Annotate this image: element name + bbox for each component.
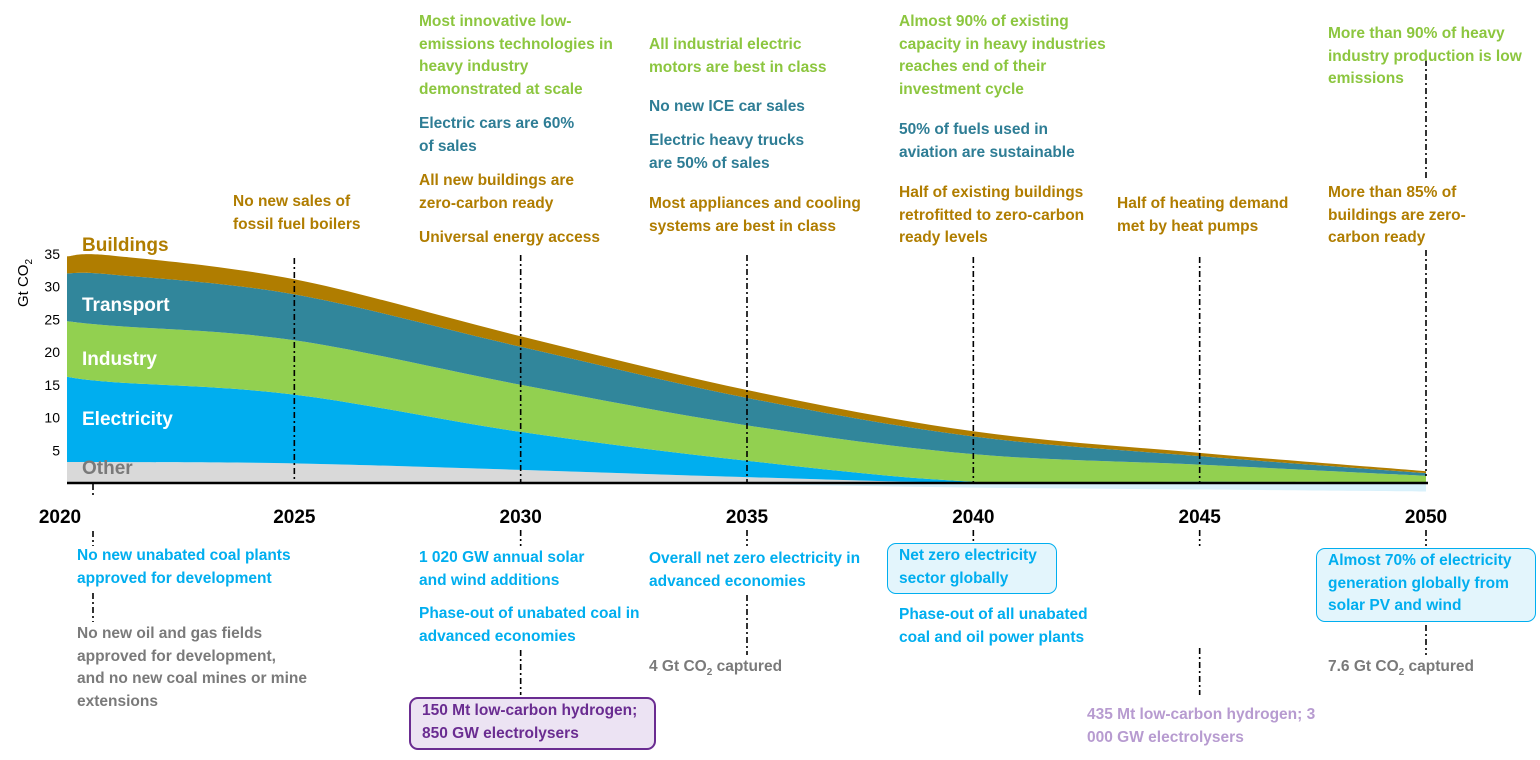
- area-buildings: [67, 254, 1426, 474]
- y-tick-label: 5: [52, 442, 60, 458]
- band-label-electricity: Electricity: [82, 409, 173, 430]
- milestone-2045-hydrogen: 435 Mt low-carbon hydrogen; 3 000 GW ele…: [1087, 706, 1316, 746]
- milestone-2030-energy-access: Universal energy access: [419, 229, 600, 246]
- y-tick-label: 35: [44, 246, 60, 262]
- y-axis-label: Gt CO2: [15, 259, 35, 308]
- milestone-lines: [92, 60, 1427, 695]
- milestone-2035-ice-sales: No new ICE car sales: [649, 98, 805, 115]
- x-axis-ticks: 2020 2025 2030 2035 2040 2045 2050: [39, 507, 1447, 528]
- x-tick-label: 2020: [39, 507, 81, 528]
- milestone-2040-net-zero-box: Net zero electricity sector globally: [887, 543, 1057, 594]
- milestone-2030-coal-phaseout: Phase-out of unabated coal in advanced e…: [419, 605, 640, 645]
- x-tick-label: 2050: [1405, 507, 1447, 528]
- band-label-transport: Transport: [82, 295, 170, 316]
- milestone-2030-new-buildings: All new buildings are zero-carbon ready: [419, 172, 575, 212]
- area-industry: [67, 321, 1426, 484]
- y-tick-label: 20: [44, 344, 60, 360]
- milestone-2040-aviation: 50% of fuels used in aviation are sustai…: [899, 121, 1075, 161]
- milestone-2030-solar-wind: 1 020 GW annual solar and wind additions: [419, 549, 585, 589]
- y-tick-label: 30: [44, 279, 60, 295]
- milestone-2050-buildings: More than 85% of buildings are zero-carb…: [1328, 184, 1466, 246]
- milestone-2035-heavy-trucks: Electric heavy trucks are 50% of sales: [649, 132, 805, 172]
- milestone-2035-motors: All industrial electric motors are best …: [649, 36, 827, 76]
- milestone-2035-co2-captured: 4 Gt CO2 captured: [649, 658, 783, 678]
- milestone-2040-heavy-industries: Almost 90% of existing capacity in heavy…: [899, 13, 1106, 98]
- milestone-2020-oil-gas: No new oil and gas fields approved for d…: [77, 625, 307, 710]
- band-label-industry: Industry: [82, 349, 157, 370]
- area-transport: [67, 272, 1426, 476]
- y-tick-label: 10: [44, 410, 60, 426]
- milestone-2030-hydrogen-box: 150 Mt low-carbon hydrogen; 850 GW elect…: [409, 697, 656, 750]
- y-axis-ticks: 5 10 15 20 25 30 35: [44, 246, 60, 459]
- milestone-2040-coal-oil-phaseout: Phase-out of all unabated coal and oil p…: [899, 606, 1088, 646]
- band-label-buildings: Buildings: [82, 235, 169, 256]
- milestone-2050-heavy-industry: More than 90% of heavy industry producti…: [1328, 25, 1522, 87]
- stacked-areas: [67, 254, 1426, 492]
- x-tick-label: 2030: [500, 507, 542, 528]
- x-tick-label: 2045: [1179, 507, 1222, 528]
- area-other: [67, 461, 1426, 484]
- milestone-2025-boilers: No new sales of fossil fuel boilers: [233, 193, 361, 233]
- milestone-2050-solar-wind-box: Almost 70% of electricity generation glo…: [1316, 548, 1536, 622]
- milestone-2030-heavy-industry: Most innovative low-emissions technologi…: [419, 13, 613, 98]
- x-tick-label: 2035: [726, 507, 769, 528]
- band-label-other: Other: [82, 458, 133, 479]
- milestone-2035-net-zero-advanced: Overall net zero electricity in advanced…: [649, 550, 861, 590]
- y-tick-label: 15: [44, 377, 60, 393]
- x-tick-label: 2025: [273, 507, 316, 528]
- area-electricity: [67, 376, 1426, 484]
- milestone-2020-coal-plants: No new unabated coal plants approved for…: [77, 547, 291, 587]
- milestone-2050-co2-captured: 7.6 Gt CO2 captured: [1328, 658, 1474, 678]
- milestone-2040-buildings-retrofit: Half of existing buildings retrofitted t…: [899, 184, 1085, 246]
- milestone-2045-heat-pumps: Half of heating demand met by heat pumps: [1117, 195, 1289, 235]
- x-tick-label: 2040: [952, 507, 994, 528]
- milestone-2035-appliances: Most appliances and cooling systems are …: [649, 195, 861, 235]
- y-tick-label: 25: [44, 311, 60, 327]
- milestone-2030-electric-cars: Electric cars are 60% of sales: [419, 115, 575, 155]
- area-negative-electricity: [67, 482, 1426, 492]
